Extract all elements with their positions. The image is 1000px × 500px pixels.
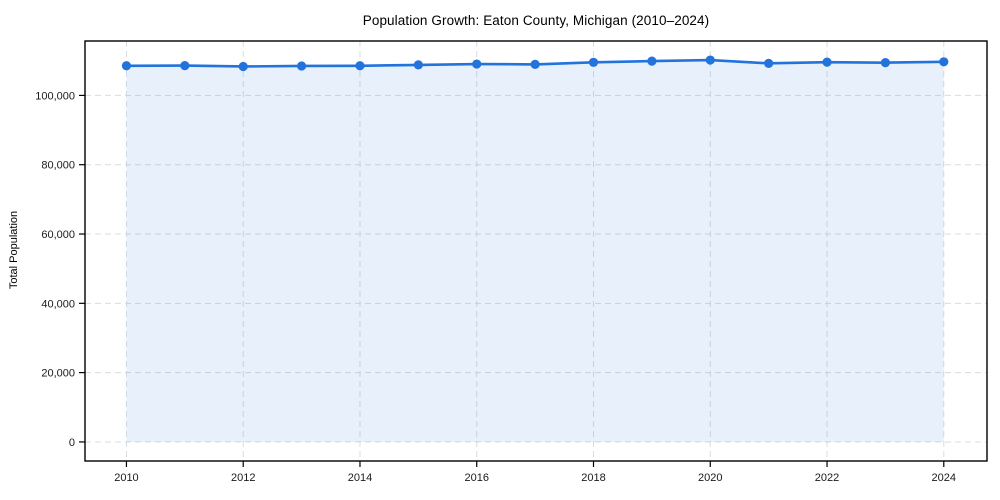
x-tick-label: 2010 <box>114 472 138 484</box>
data-point <box>764 58 774 68</box>
y-tick-label: 60,000 <box>41 229 75 241</box>
y-tick-label: 0 <box>69 437 75 449</box>
x-tick-label: 2012 <box>231 472 255 484</box>
area-fill <box>126 60 944 442</box>
data-point <box>705 55 715 65</box>
data-point <box>296 61 307 71</box>
x-tick-label: 2014 <box>348 472 372 484</box>
data-point <box>121 61 132 71</box>
data-point <box>238 61 248 72</box>
data-point <box>180 61 190 71</box>
x-tick-label: 2022 <box>815 472 839 484</box>
data-point <box>647 56 657 66</box>
x-tick-label: 2024 <box>932 472 956 484</box>
data-point <box>939 57 949 67</box>
data-point <box>472 59 482 69</box>
data-point <box>822 57 832 67</box>
y-tick-label: 100,000 <box>35 90 75 102</box>
plot-frame <box>84 40 988 462</box>
x-tick-label: 2020 <box>698 472 722 484</box>
y-tick-label: 80,000 <box>41 160 75 172</box>
data-point <box>588 57 599 67</box>
data-point <box>355 61 365 71</box>
data-point <box>530 59 540 69</box>
x-tick-label: 2018 <box>581 472 605 484</box>
data-point <box>880 58 891 68</box>
chart-title: Population Growth: Eaton County, Michiga… <box>362 13 710 28</box>
data-point <box>413 60 423 70</box>
y-tick-label: 20,000 <box>41 368 75 380</box>
x-tick-label: 2016 <box>465 472 489 484</box>
y-tick-label: 40,000 <box>41 298 75 310</box>
